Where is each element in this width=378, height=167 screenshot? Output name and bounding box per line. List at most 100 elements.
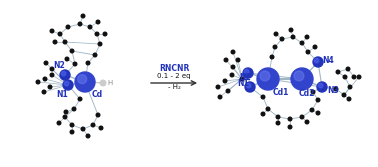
Circle shape [357, 75, 361, 79]
Circle shape [50, 67, 54, 71]
Circle shape [100, 80, 106, 86]
Circle shape [99, 126, 103, 130]
Circle shape [60, 70, 70, 80]
Circle shape [70, 130, 74, 134]
Circle shape [240, 77, 244, 81]
Circle shape [231, 50, 235, 54]
Circle shape [42, 90, 46, 94]
Circle shape [343, 75, 347, 79]
Circle shape [261, 95, 265, 99]
Circle shape [103, 32, 107, 36]
Circle shape [294, 71, 304, 81]
Circle shape [288, 125, 292, 129]
Circle shape [316, 111, 320, 115]
Text: N4: N4 [322, 55, 334, 64]
Circle shape [348, 85, 352, 89]
Circle shape [276, 121, 280, 125]
Circle shape [300, 115, 304, 119]
Circle shape [291, 35, 295, 39]
Circle shape [88, 25, 92, 29]
Circle shape [36, 80, 40, 84]
Circle shape [64, 110, 68, 114]
Text: H: H [107, 80, 112, 86]
Circle shape [95, 32, 99, 36]
Circle shape [317, 82, 327, 92]
Circle shape [231, 65, 235, 69]
Text: Cd: Cd [92, 90, 103, 99]
Text: RNCNR: RNCNR [159, 63, 189, 72]
Circle shape [316, 98, 320, 102]
Circle shape [63, 115, 67, 119]
Circle shape [73, 62, 77, 66]
Circle shape [64, 81, 69, 86]
Circle shape [257, 68, 279, 90]
Circle shape [65, 57, 69, 61]
Circle shape [78, 75, 87, 84]
Circle shape [66, 25, 70, 29]
Circle shape [93, 53, 97, 57]
Circle shape [313, 45, 317, 49]
Circle shape [314, 58, 319, 63]
Circle shape [291, 68, 313, 90]
Circle shape [63, 40, 67, 44]
Text: N2: N2 [53, 61, 65, 70]
Circle shape [43, 77, 47, 81]
Circle shape [72, 107, 76, 111]
Text: N1: N1 [56, 90, 68, 99]
Circle shape [260, 71, 270, 81]
Circle shape [244, 69, 249, 74]
Circle shape [86, 61, 90, 65]
Circle shape [91, 123, 95, 127]
Circle shape [50, 29, 54, 33]
Circle shape [336, 70, 340, 74]
Circle shape [311, 90, 315, 94]
Circle shape [347, 97, 351, 101]
Circle shape [218, 95, 222, 99]
Text: - H₂: - H₂ [167, 84, 180, 90]
Circle shape [58, 32, 62, 36]
Circle shape [245, 82, 255, 92]
Circle shape [288, 117, 292, 121]
Circle shape [96, 20, 100, 24]
Circle shape [243, 68, 253, 78]
Circle shape [78, 97, 82, 101]
Circle shape [280, 37, 284, 41]
Text: Cd1: Cd1 [273, 88, 290, 97]
Circle shape [246, 83, 251, 88]
Circle shape [81, 14, 85, 18]
Circle shape [318, 83, 323, 88]
Text: N1: N1 [237, 79, 249, 88]
Circle shape [75, 72, 95, 92]
Text: Cd2: Cd2 [299, 89, 315, 98]
Text: 0.1 - 2 eq: 0.1 - 2 eq [157, 73, 191, 79]
Circle shape [226, 89, 230, 93]
Circle shape [273, 45, 277, 49]
Circle shape [223, 79, 227, 83]
Circle shape [230, 73, 234, 77]
Circle shape [300, 41, 304, 45]
Circle shape [98, 42, 102, 46]
Circle shape [96, 113, 100, 117]
Circle shape [224, 58, 228, 62]
Circle shape [236, 58, 240, 62]
Circle shape [289, 28, 293, 32]
Circle shape [305, 35, 309, 39]
Circle shape [270, 55, 274, 59]
Circle shape [313, 57, 323, 67]
Circle shape [70, 49, 74, 53]
Circle shape [70, 123, 74, 127]
Circle shape [342, 93, 346, 97]
Circle shape [276, 115, 280, 119]
Circle shape [334, 87, 338, 91]
Circle shape [346, 67, 350, 71]
Text: N2: N2 [239, 73, 251, 82]
Circle shape [305, 120, 309, 124]
Circle shape [44, 61, 48, 65]
Circle shape [50, 73, 54, 77]
Circle shape [81, 127, 85, 131]
Circle shape [63, 80, 73, 90]
Circle shape [310, 108, 314, 112]
Circle shape [48, 85, 52, 89]
Circle shape [352, 75, 356, 79]
Circle shape [274, 32, 278, 36]
